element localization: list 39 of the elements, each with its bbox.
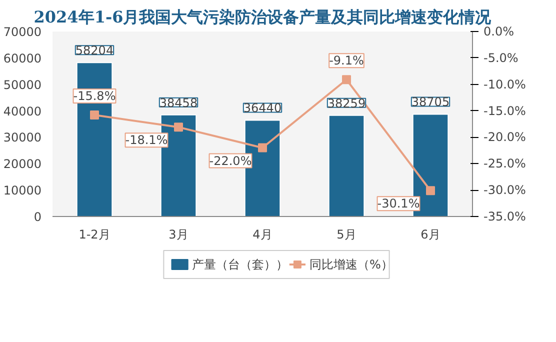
y-tick-label: 20000 xyxy=(3,157,42,172)
y-tick-label: 30000 xyxy=(3,130,42,145)
data-label: -9.1% xyxy=(329,54,364,68)
chart-title: 2024年1-6月我国大气污染防治设备产量及其同比增速变化情况 xyxy=(34,8,492,26)
data-label: -30.1% xyxy=(377,196,420,211)
data-label: 38259 xyxy=(327,96,366,110)
y-tick-label: 40000 xyxy=(3,104,42,118)
data-label: -18.1% xyxy=(125,133,168,148)
y2-tick-label: -10.0% xyxy=(484,77,526,92)
y2-tick-label: -15.0% xyxy=(484,104,526,118)
y2-tick-label: -5.0% xyxy=(484,50,518,65)
point xyxy=(342,75,351,84)
x-tick-label: 6月 xyxy=(420,228,440,242)
data-label: -15.8% xyxy=(73,89,116,104)
data-label: 36440 xyxy=(243,101,282,116)
data-label: 38705 xyxy=(411,95,450,110)
y2-tick-label: 0.0% xyxy=(484,24,514,38)
data-label: 58204 xyxy=(75,44,114,58)
point xyxy=(174,122,183,132)
x-tick-label: 5月 xyxy=(336,228,356,242)
point xyxy=(258,143,267,152)
y-tick-label: 0 xyxy=(34,210,42,224)
y-tick-label: 70000 xyxy=(3,25,42,39)
y2-tick-label: -30.0% xyxy=(484,183,526,198)
x-tick-label: 1-2月 xyxy=(78,228,110,242)
data-label: -22.0% xyxy=(209,154,252,168)
legend-label: 同比增速（%） xyxy=(310,258,393,272)
y2-tick-label: -20.0% xyxy=(484,130,526,144)
point xyxy=(90,110,99,120)
x-tick-label: 3月 xyxy=(168,228,188,242)
y-tick-label: 60000 xyxy=(3,51,42,66)
y-tick-label: 10000 xyxy=(3,184,42,198)
data-label: 38458 xyxy=(159,96,198,110)
x-tick-label: 4月 xyxy=(252,228,272,242)
point xyxy=(426,186,435,196)
y-tick-label: 50000 xyxy=(3,78,42,92)
legend-label: 产量（台（套）） xyxy=(192,258,288,272)
y2-tick-label: -25.0% xyxy=(484,156,526,171)
y2-tick-label: -35.0% xyxy=(484,210,526,224)
